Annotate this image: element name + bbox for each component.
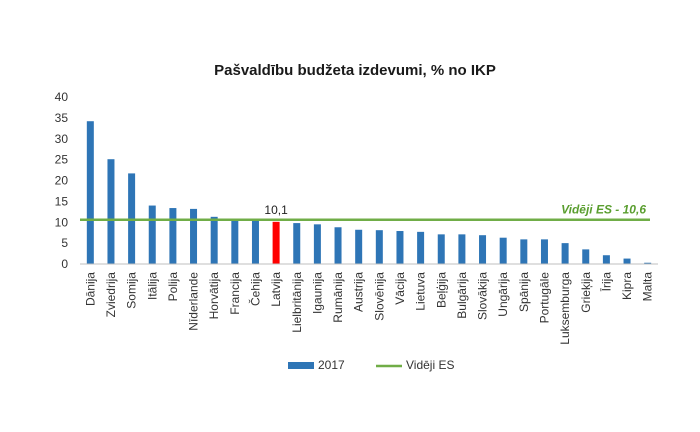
- bar-Beļģija: [437, 234, 445, 264]
- bar-Spānija: [520, 239, 528, 264]
- bar-Bulgārija: [458, 234, 466, 264]
- bar-Polija: [169, 208, 177, 264]
- average-line-group: Vidēji ES - 10,6: [80, 203, 650, 221]
- y-tick-label: 40: [55, 90, 69, 104]
- bar-Luksemburga: [561, 243, 569, 264]
- category-label: Rumānija: [331, 272, 345, 323]
- category-label: Lietuva: [414, 272, 428, 311]
- bar-Zviedrija: [107, 159, 115, 264]
- bar-Latvija: [272, 221, 280, 264]
- bars: 10,1: [86, 121, 652, 264]
- y-tick-label: 10: [55, 215, 69, 229]
- legend-label-average: Vidēji ES: [406, 358, 454, 372]
- y-tick-label: 30: [55, 132, 69, 146]
- bar-Kipra: [623, 258, 631, 264]
- category-label: Beļģija: [434, 272, 448, 308]
- average-annotation: Vidēji ES - 10,6: [561, 203, 646, 217]
- bar-Rumānija: [334, 227, 342, 264]
- legend: 2017 Vidēji ES: [288, 358, 454, 372]
- category-label: Grieķija: [579, 272, 593, 313]
- category-label: Somija: [125, 272, 139, 309]
- category-label: Vācija: [393, 272, 407, 305]
- category-label: Polija: [166, 272, 180, 302]
- highlight-data-label: 10,1: [264, 203, 288, 217]
- y-tick-label: 15: [55, 194, 69, 208]
- legend-bar-swatch: [288, 362, 314, 369]
- bar-Dānija: [86, 121, 94, 264]
- bar-Slovēnija: [375, 230, 383, 264]
- x-axis: Dānija Zviedrija Somija Itālija Polija Nīderl…: [80, 263, 658, 345]
- category-label: Francija: [228, 272, 242, 315]
- y-axis: 0 5 10 15 20 25 30 35 40: [55, 90, 69, 271]
- bar-Čehija: [251, 220, 259, 264]
- bar-Lielbritānija: [293, 223, 301, 264]
- category-label: Ungārija: [496, 272, 510, 317]
- category-label: Itālija: [145, 272, 159, 300]
- bar-Slovākija: [479, 235, 487, 264]
- legend-label-2017: 2017: [318, 358, 345, 372]
- category-label: Austrija: [352, 272, 366, 312]
- bar-Grieķija: [582, 249, 590, 264]
- bar-Horvātija: [210, 216, 218, 264]
- y-tick-label: 5: [61, 236, 68, 250]
- category-label: Lielbritānija: [290, 272, 304, 333]
- bar-Igaunija: [313, 224, 321, 264]
- category-label: Horvātija: [207, 272, 221, 320]
- bar-Portugāle: [540, 239, 548, 264]
- chart-title: Pašvaldību budžeta izdevumi, % no IKP: [214, 62, 496, 79]
- category-label: Spānija: [517, 272, 531, 312]
- category-label: Kipra: [620, 272, 634, 300]
- category-label: Dānija: [83, 272, 97, 306]
- category-label: Latvija: [269, 272, 283, 307]
- y-tick-label: 20: [55, 174, 69, 188]
- category-label: Bulgārija: [455, 272, 469, 319]
- bar-Nīderlande: [190, 208, 198, 264]
- category-label: Luksemburga: [558, 272, 572, 345]
- category-label: Slovēnija: [372, 272, 386, 321]
- category-label: Slovākija: [476, 272, 490, 320]
- bar-Austrija: [355, 229, 363, 264]
- y-tick-label: 25: [55, 153, 69, 167]
- bar-Itālija: [148, 205, 156, 264]
- bar-Francija: [231, 219, 239, 264]
- category-label: Portugāle: [537, 272, 551, 324]
- bar-Ungārija: [499, 237, 507, 264]
- category-label: Malta: [641, 272, 655, 302]
- category-label: Īrija: [599, 272, 613, 292]
- category-label: Zviedrija: [104, 272, 118, 318]
- category-label: Čehija: [247, 272, 262, 306]
- bar-Lietuva: [417, 231, 425, 264]
- bar-Malta: [644, 262, 652, 264]
- category-label: Igaunija: [310, 272, 324, 314]
- category-label: Nīderlande: [187, 272, 201, 331]
- bar-Īrija: [602, 255, 610, 264]
- y-tick-label: 35: [55, 111, 69, 125]
- y-tick-label: 0: [61, 257, 68, 271]
- bar-Vācija: [396, 231, 404, 264]
